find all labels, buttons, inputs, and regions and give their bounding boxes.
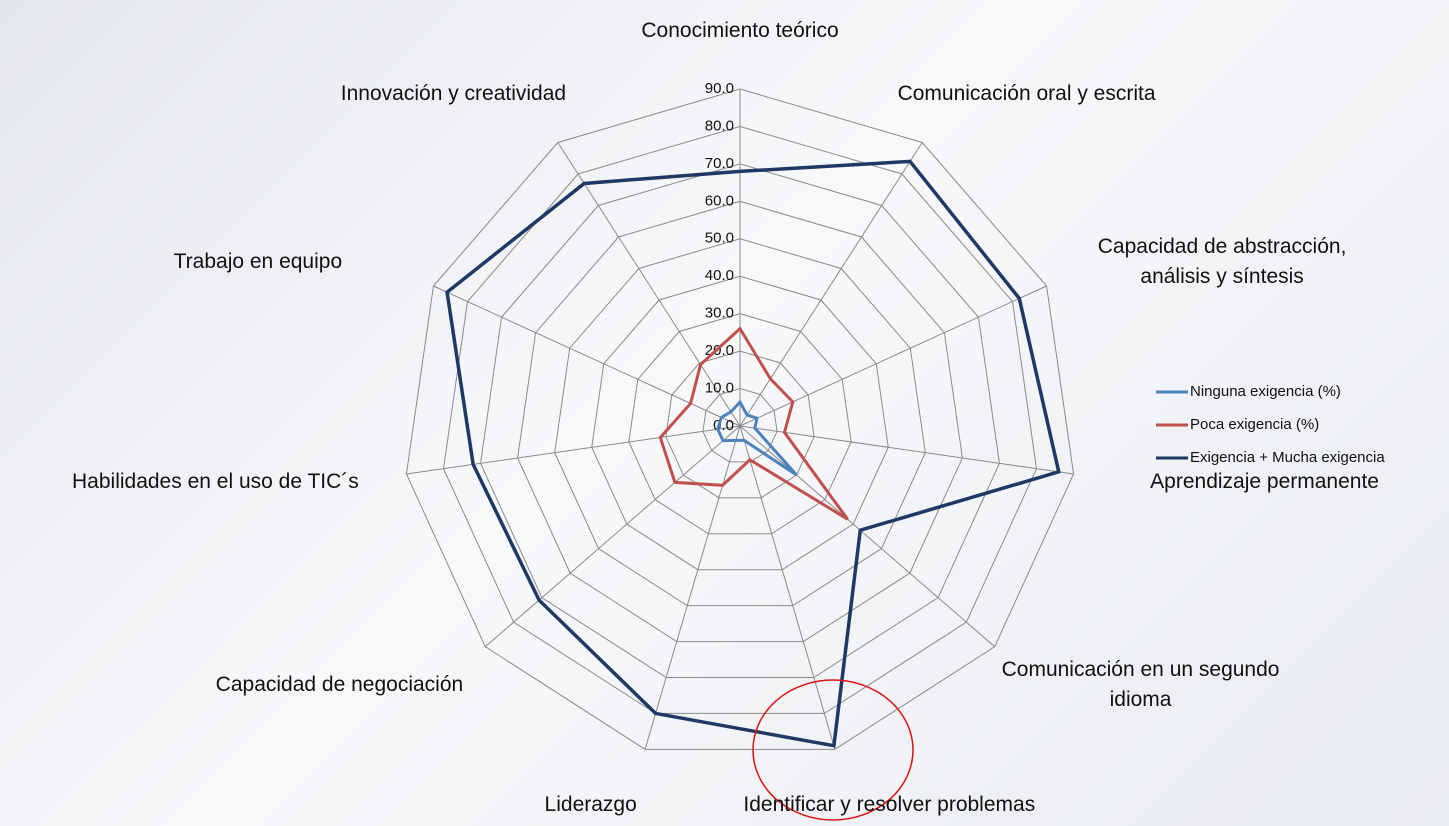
category-label: Habilidades en el uso de TIC´s [71, 470, 359, 494]
category-label: Capacidad de negociación [215, 672, 464, 696]
spoke [739, 425, 996, 648]
spoke [739, 425, 836, 750]
y-tick-label: 50.0 [705, 230, 734, 247]
y-tick-label: 60.0 [705, 192, 734, 209]
category-label: Aprendizaje permanente [1150, 470, 1380, 494]
y-tick-label: 90.0 [705, 80, 734, 97]
grid-line [517, 200, 963, 643]
y-tick-label: 40.0 [705, 267, 734, 284]
y-tick-label: 30.0 [705, 305, 734, 322]
grid-line [442, 125, 1038, 714]
y-tick-label: 70.0 [705, 155, 734, 172]
grid-line [591, 275, 889, 571]
legend-label: Exigencia + Mucha exigencia [1190, 449, 1385, 466]
grid-line [480, 163, 1000, 678]
category-label: Conocimiento teórico [641, 19, 839, 42]
series-line [716, 399, 798, 477]
spoke [739, 285, 1047, 427]
legend-label: Ninguna exigencia (%) [1190, 383, 1341, 400]
y-tick-label: 10.0 [705, 380, 734, 397]
spoke [406, 425, 741, 475]
y-tick-label: 80.0 [705, 117, 734, 134]
spoke [433, 285, 741, 427]
series-line [658, 326, 849, 521]
y-tick-label: 0.0 [713, 417, 734, 434]
category-label: Innovación y creatividad [340, 81, 567, 105]
spoke [557, 142, 741, 427]
category-label: Capacidad de abstracción, análisis y sín… [1097, 234, 1347, 288]
grid-line [405, 88, 1075, 750]
grid-line [665, 350, 815, 499]
category-label: Comunicación oral y escrita [897, 81, 1156, 105]
legend-label: Poca exigencia (%) [1190, 416, 1319, 433]
category-label: Liderazgo [544, 792, 637, 816]
category-label: Comunicación en un segundo idioma [1001, 657, 1280, 711]
highlight-circle [752, 679, 914, 821]
grid-line [554, 238, 926, 607]
series-line [445, 159, 1061, 748]
category-label: Identificar y resolver problemas [743, 792, 1036, 816]
spoke [644, 425, 741, 750]
category-label: Trabajo en equipo [173, 249, 343, 273]
spoke [484, 425, 741, 648]
grid-line [628, 313, 852, 535]
grid-line [702, 388, 778, 463]
spoke [739, 425, 1074, 475]
